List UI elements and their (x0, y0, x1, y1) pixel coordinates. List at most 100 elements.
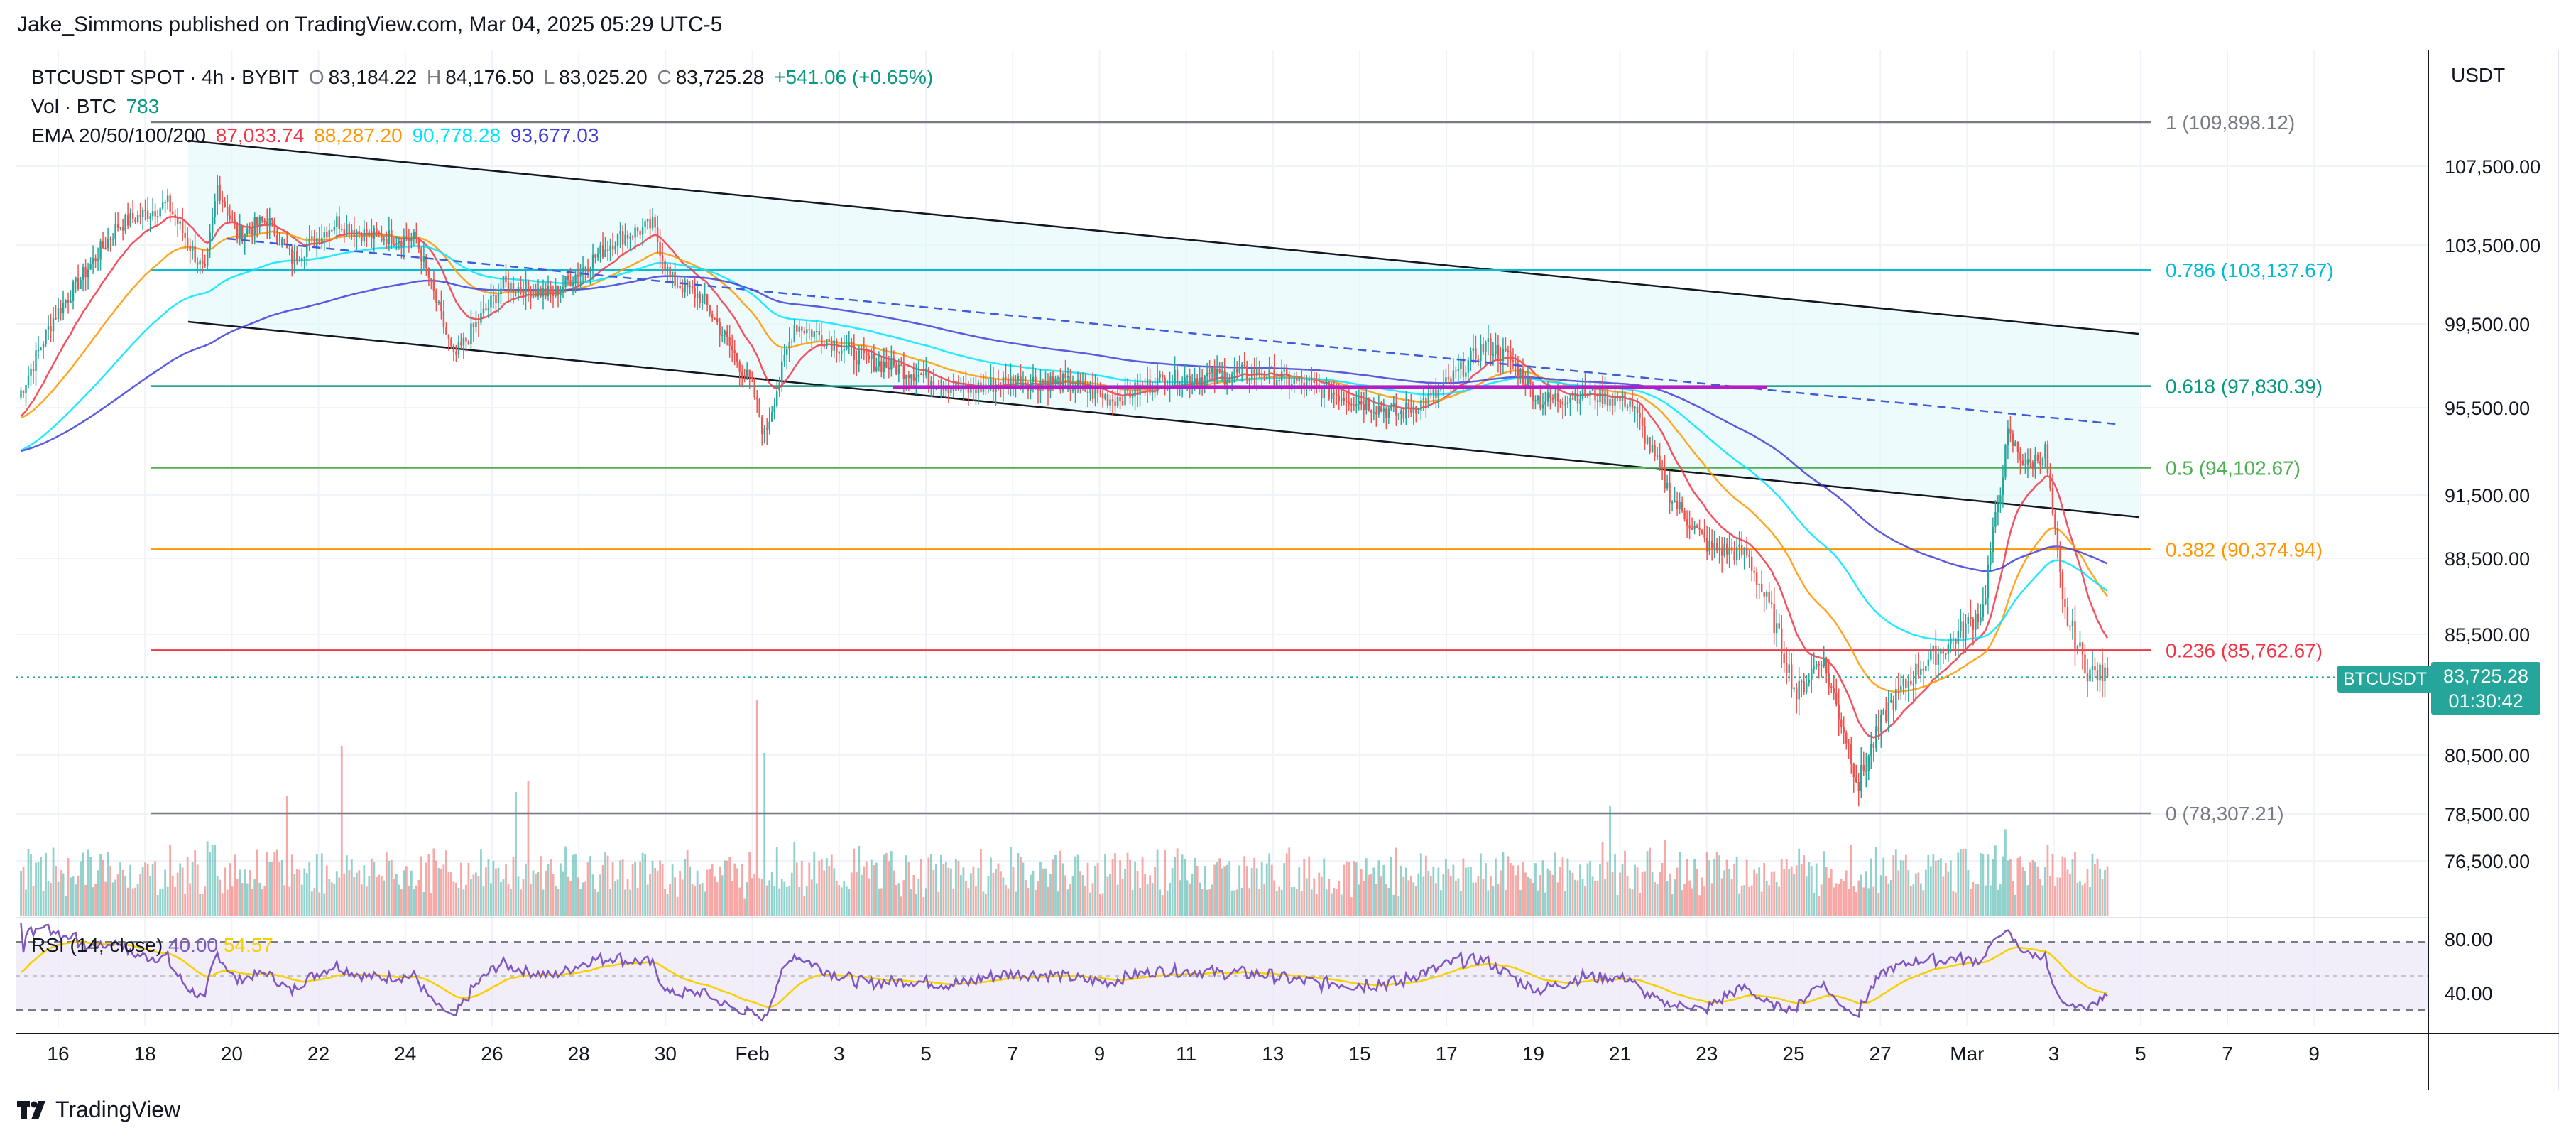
candle-body (1490, 338, 1492, 356)
candle-body (77, 277, 80, 289)
currency-label[interactable]: USDT (2451, 64, 2506, 86)
ema-label[interactable]: EMA 20/50/100/200 (31, 124, 206, 146)
candle-body (1855, 776, 1857, 783)
candle-body (733, 350, 736, 354)
volume-bar (1459, 891, 1462, 916)
candle-body (1902, 678, 1905, 686)
volume-bar (1059, 850, 1061, 916)
candle-body (234, 219, 236, 225)
candle-body (1447, 377, 1450, 379)
volume-bar (121, 869, 124, 916)
volume-bar (1750, 885, 1753, 916)
volume-bar (1544, 892, 1546, 916)
volume-bar (2002, 856, 2004, 916)
volume-bar (915, 894, 917, 916)
volume-bar (1877, 893, 1880, 916)
x-tick-label: Mar (1950, 1043, 1984, 1065)
volume-bar (753, 874, 756, 916)
candle-body (599, 245, 601, 254)
candle-body (1412, 406, 1415, 413)
volume-bar (830, 854, 833, 916)
candle-body (741, 371, 743, 376)
candle-body (472, 323, 475, 328)
volume-bar (204, 886, 207, 916)
volume-bar (1186, 880, 1189, 916)
candle-body (1877, 726, 1880, 732)
volume-bar (144, 862, 147, 916)
volume-bar (962, 867, 965, 916)
candle-body (1753, 570, 1755, 573)
rsi-value: 40.00 (168, 934, 219, 956)
volume-bar (1303, 859, 1306, 916)
rsi-ma-value: 54.57 (223, 934, 273, 956)
candle-body (646, 219, 649, 222)
volume-label[interactable]: Vol · BTC (31, 95, 116, 117)
candle-body (1375, 412, 1377, 415)
volume-bar (1482, 879, 1485, 916)
volume-bar (385, 851, 388, 916)
volume-bar (738, 887, 741, 916)
volume-bar (800, 860, 803, 916)
candle-body (386, 239, 388, 244)
candle-body (895, 365, 897, 375)
volume-bar (1783, 869, 1786, 916)
volume-bar (184, 893, 187, 916)
candle-body (714, 317, 716, 320)
volume-bar (1541, 860, 1544, 916)
volume-bar (1785, 859, 1788, 916)
candle-body (1437, 389, 1440, 398)
volume-bar (1788, 869, 1791, 916)
volume-bar (1529, 878, 1532, 916)
rsi-axis-label: 80.00 (2445, 929, 2493, 950)
volume-bar (462, 889, 465, 916)
candle-body (1218, 368, 1221, 373)
symbol-label[interactable]: BTCUSDT SPOT · 4h · BYBIT (31, 66, 300, 88)
candle-body (1910, 680, 1912, 685)
candle-body (1308, 379, 1310, 381)
volume-bar (1616, 895, 1619, 916)
candle-body (1890, 700, 1892, 702)
volume-bar (1515, 875, 1517, 916)
candle-body (293, 251, 295, 264)
candle-body (726, 331, 728, 337)
last-price-symbol-tag: BTCUSDT (2337, 666, 2433, 693)
volume-bar (186, 857, 189, 916)
volume-bar (621, 859, 624, 916)
volume-bar (82, 852, 84, 916)
candle-body (1743, 547, 1745, 555)
volume-bar (231, 886, 234, 916)
volume-bar (1551, 874, 1554, 916)
volume-bar (452, 881, 455, 916)
candle-body (545, 288, 547, 297)
candle-body (510, 283, 512, 292)
volume-bar (975, 886, 977, 916)
volume-bar (1554, 852, 1556, 916)
candle-body (1664, 467, 1666, 489)
volume-bar (87, 849, 89, 916)
volume-bar (104, 881, 107, 916)
volume-bar (1377, 860, 1380, 916)
candle-body (569, 280, 572, 286)
candle-body (2071, 621, 2074, 626)
rsi-label-text[interactable]: RSI (14, close) (31, 934, 163, 956)
volume-bar (1539, 874, 1541, 916)
tradingview-brand[interactable]: TradingView (17, 1097, 180, 1123)
volume-bar (1738, 893, 1741, 916)
volume-bar (1020, 857, 1022, 916)
volume-bar (368, 876, 371, 916)
candle-body (878, 361, 880, 367)
volume-bar (626, 879, 629, 916)
candle-body (119, 227, 121, 228)
candle-body (1614, 397, 1616, 406)
volume-bar (1708, 860, 1711, 916)
volume-bar (89, 857, 92, 916)
candle-body (1104, 394, 1106, 399)
volume-bar (1159, 889, 1161, 916)
candle-body (1636, 406, 1639, 413)
volume-bar (1221, 868, 1223, 916)
candle-body (1275, 379, 1278, 386)
candle-body (1510, 352, 1512, 360)
volume-bar (335, 871, 338, 916)
volume-bar (2044, 867, 2046, 916)
